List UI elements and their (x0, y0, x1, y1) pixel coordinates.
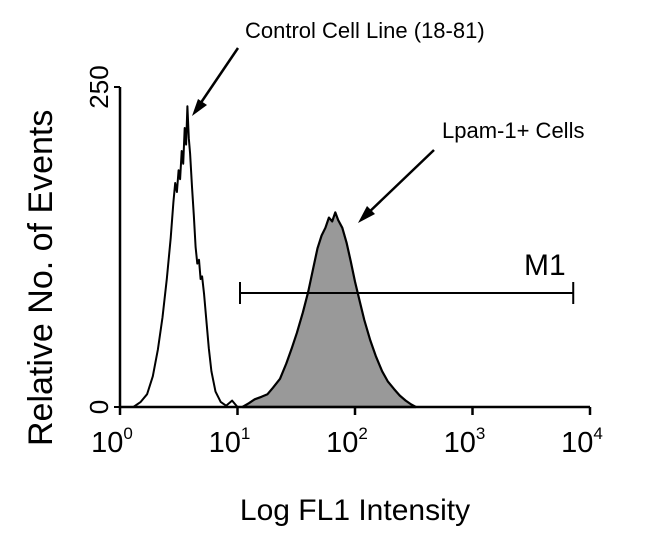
x-tick-label: 103 (444, 424, 486, 459)
control-cell-line-histogram (132, 105, 239, 408)
x-axis-ticks: 100 101 102 103 104 (91, 407, 603, 459)
plot-area (132, 105, 417, 409)
annotation-lpam-text: Lpam-1+ Cells (442, 118, 584, 143)
y-axis-label: Relative No. of Events (22, 110, 60, 446)
y-tick-label: 250 (84, 65, 114, 108)
x-tick-label: 104 (561, 424, 603, 459)
x-tick-label: 100 (91, 424, 133, 459)
x-tick-label: 102 (326, 424, 368, 459)
annotation-control: Control Cell Line (18-81) (192, 18, 485, 116)
gate-label: M1 (524, 249, 566, 282)
x-tick-label: 101 (209, 424, 251, 459)
y-tick-label: 0 (84, 400, 114, 414)
y-axis-ticks: 0 250 (84, 65, 120, 414)
annotation-control-arrowhead (192, 99, 207, 116)
annotation-lpam-arrow (364, 149, 435, 217)
annotation-lpam-arrowhead (358, 206, 375, 223)
annotation-control-text: Control Cell Line (18-81) (245, 18, 485, 43)
lpam-1-cells-histogram (241, 211, 417, 409)
x-axis-label: Log FL1 Intensity (240, 494, 470, 527)
annotation-control-arrow (194, 47, 240, 111)
annotation-lpam: Lpam-1+ Cells (358, 118, 584, 223)
m1-gate-marker: M1 (239, 249, 575, 304)
